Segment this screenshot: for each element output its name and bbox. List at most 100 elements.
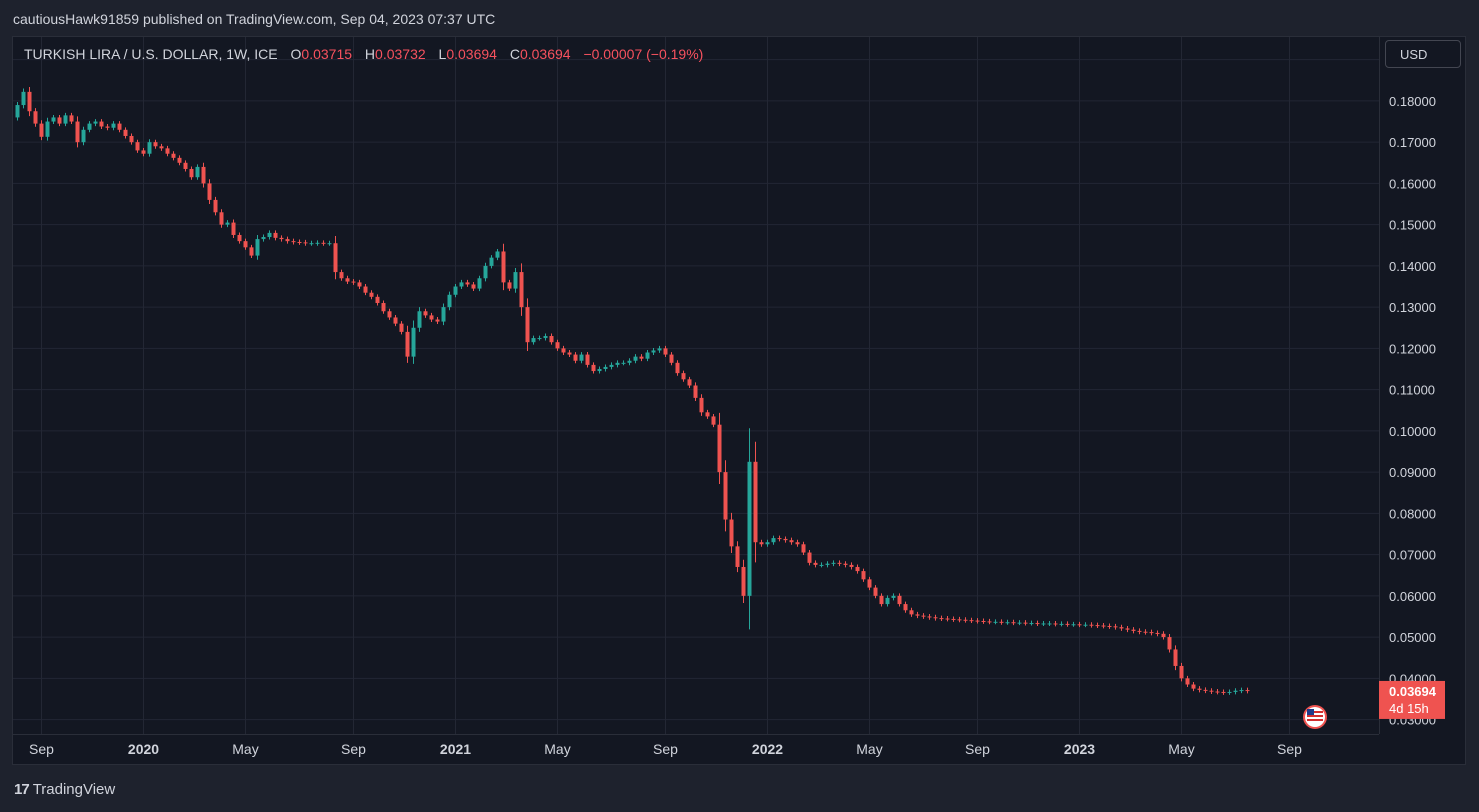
candle[interactable] <box>477 275 482 292</box>
candle[interactable] <box>1113 623 1118 630</box>
candle[interactable] <box>237 232 242 244</box>
candle[interactable] <box>531 335 536 345</box>
candle[interactable] <box>351 279 356 285</box>
candle[interactable] <box>651 347 656 355</box>
candle[interactable] <box>345 275 350 285</box>
candle[interactable] <box>99 119 104 129</box>
candle[interactable] <box>831 560 836 567</box>
candle[interactable] <box>525 298 530 351</box>
candle[interactable] <box>381 300 386 314</box>
candle[interactable] <box>543 333 548 341</box>
candle[interactable] <box>1095 622 1100 629</box>
candle[interactable] <box>645 350 650 362</box>
candle[interactable] <box>867 576 872 591</box>
candle[interactable] <box>591 362 596 374</box>
candle[interactable] <box>303 239 308 246</box>
candle[interactable] <box>249 244 254 259</box>
candle[interactable] <box>585 351 590 368</box>
candle[interactable] <box>417 307 422 332</box>
candle[interactable] <box>1215 689 1220 695</box>
candle[interactable] <box>339 269 344 281</box>
candle[interactable] <box>159 143 164 151</box>
candle[interactable] <box>1221 689 1226 695</box>
candle[interactable] <box>255 234 260 260</box>
candle[interactable] <box>447 291 452 311</box>
candle[interactable] <box>1053 620 1058 627</box>
candle[interactable] <box>69 112 74 125</box>
candle[interactable] <box>435 317 440 325</box>
price-axis[interactable]: 0.190000.180000.170000.160000.150000.140… <box>1379 37 1465 734</box>
candle[interactable] <box>567 350 572 358</box>
candle[interactable] <box>939 615 944 621</box>
candle[interactable] <box>777 535 782 542</box>
candle[interactable] <box>1191 682 1196 692</box>
candle[interactable] <box>549 333 554 345</box>
candle[interactable] <box>327 240 332 246</box>
candle[interactable] <box>207 179 212 205</box>
candle[interactable] <box>501 243 506 291</box>
candle[interactable] <box>711 413 716 428</box>
candle[interactable] <box>699 394 704 416</box>
candle[interactable] <box>675 360 680 376</box>
candle[interactable] <box>1017 620 1022 626</box>
candle[interactable] <box>783 536 788 543</box>
candle[interactable] <box>315 240 320 246</box>
candle[interactable] <box>195 164 200 180</box>
candle[interactable] <box>741 559 746 604</box>
candle[interactable] <box>1059 621 1064 627</box>
candle[interactable] <box>483 262 488 282</box>
candle[interactable] <box>657 345 662 353</box>
candle[interactable] <box>975 618 980 624</box>
candle[interactable] <box>453 284 458 298</box>
candle[interactable] <box>1203 687 1208 694</box>
candle[interactable] <box>1083 622 1088 628</box>
candle[interactable] <box>1107 623 1112 629</box>
candle[interactable] <box>633 354 638 364</box>
candle[interactable] <box>261 234 266 242</box>
candle[interactable] <box>903 601 908 613</box>
candle[interactable] <box>405 325 410 363</box>
candle[interactable] <box>579 352 584 364</box>
candle[interactable] <box>693 382 698 401</box>
candle[interactable] <box>795 539 800 547</box>
candle[interactable] <box>1119 624 1124 631</box>
candle[interactable] <box>1065 621 1070 627</box>
candle[interactable] <box>1101 623 1106 629</box>
candle[interactable] <box>369 290 374 300</box>
candle[interactable] <box>987 618 992 625</box>
candle[interactable] <box>957 616 962 623</box>
candle[interactable] <box>1125 625 1130 633</box>
candle[interactable] <box>333 235 338 280</box>
candle[interactable] <box>375 294 380 306</box>
candle[interactable] <box>123 127 128 139</box>
candle[interactable] <box>825 561 830 568</box>
candle[interactable] <box>189 166 194 180</box>
candle[interactable] <box>495 248 500 261</box>
candle[interactable] <box>705 409 710 419</box>
last-price-label[interactable]: 0.03694 4d 15h <box>1379 680 1445 719</box>
candle[interactable] <box>273 230 278 241</box>
candle[interactable] <box>51 114 56 125</box>
candle[interactable] <box>171 151 176 161</box>
candle[interactable] <box>981 618 986 624</box>
candle[interactable] <box>555 339 560 351</box>
candle[interactable] <box>993 619 998 625</box>
candle[interactable] <box>177 155 182 166</box>
candle[interactable] <box>1239 687 1244 694</box>
candle[interactable] <box>639 354 644 362</box>
currency-button[interactable]: USD <box>1385 40 1461 68</box>
candle[interactable] <box>603 364 608 372</box>
candle[interactable] <box>429 312 434 322</box>
candle[interactable] <box>873 585 878 599</box>
candle[interactable] <box>267 230 272 240</box>
candle[interactable] <box>1227 689 1232 695</box>
candle[interactable] <box>861 568 866 582</box>
candle[interactable] <box>87 121 92 133</box>
candle[interactable] <box>321 240 326 246</box>
candle[interactable] <box>243 238 248 250</box>
candle[interactable] <box>459 279 464 289</box>
candle[interactable] <box>759 539 764 547</box>
candle[interactable] <box>951 616 956 622</box>
candle[interactable] <box>441 303 446 326</box>
candle[interactable] <box>513 267 518 293</box>
